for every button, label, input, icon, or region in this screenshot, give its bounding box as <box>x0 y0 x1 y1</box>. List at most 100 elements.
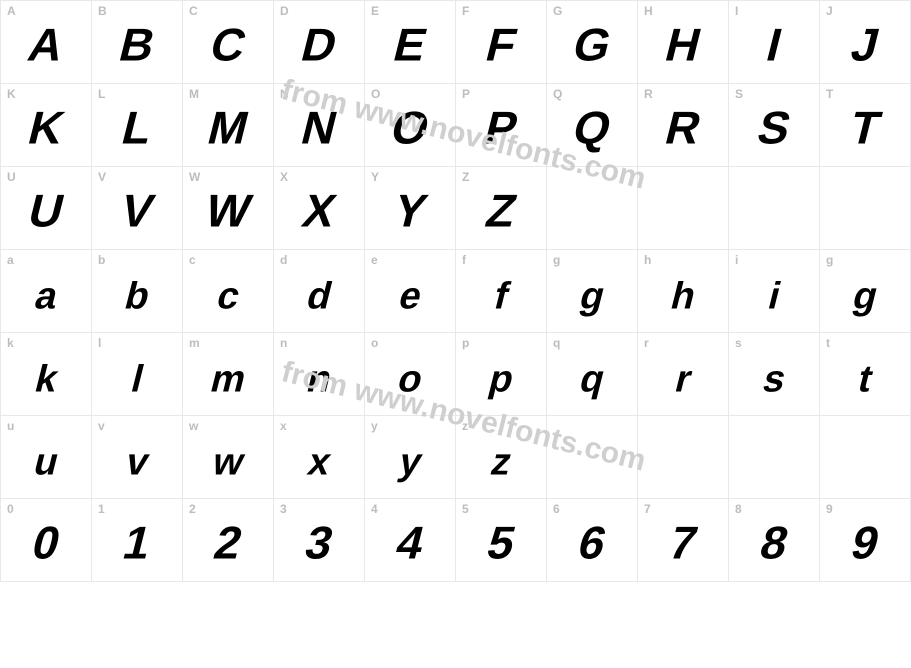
glyph-cell: rr <box>638 333 729 416</box>
cell-glyph: r <box>671 361 694 399</box>
cell-glyph: 1 <box>119 519 155 565</box>
cell-glyph: I <box>762 21 785 67</box>
glyph-cell: GG <box>547 1 638 84</box>
cell-glyph: s <box>759 361 789 399</box>
cell-glyph: x <box>304 444 334 482</box>
glyph-cell: HH <box>638 1 729 84</box>
glyph-cell: bb <box>92 250 183 333</box>
glyph-cell: DD <box>274 1 365 84</box>
cell-glyph: 7 <box>665 519 701 565</box>
cell-label: I <box>735 4 738 18</box>
glyph-cell: gg <box>820 250 911 333</box>
glyph-cell: 33 <box>274 499 365 582</box>
glyph-cell <box>729 416 820 499</box>
cell-glyph: l <box>127 361 146 399</box>
cell-glyph: O <box>387 104 433 150</box>
cell-glyph: b <box>121 278 153 316</box>
glyph-cell: uu <box>1 416 92 499</box>
cell-label: A <box>7 4 16 18</box>
cell-label: S <box>735 87 743 101</box>
glyph-cell: 66 <box>547 499 638 582</box>
cell-label: V <box>98 170 106 184</box>
cell-glyph: 9 <box>847 519 883 565</box>
glyph-cell: II <box>729 1 820 84</box>
cell-glyph: F <box>482 21 521 67</box>
cell-glyph: 4 <box>392 519 428 565</box>
cell-label: w <box>189 419 198 433</box>
cell-label: k <box>7 336 14 350</box>
glyph-cell: BB <box>92 1 183 84</box>
cell-glyph: k <box>31 361 61 399</box>
glyph-cell: nn <box>274 333 365 416</box>
cell-glyph: N <box>297 104 341 150</box>
cell-label: Y <box>371 170 379 184</box>
cell-label: P <box>462 87 470 101</box>
glyph-cell: PP <box>456 84 547 167</box>
cell-label: H <box>644 4 653 18</box>
glyph-cell: FF <box>456 1 547 84</box>
cell-glyph: B <box>115 21 159 67</box>
cell-glyph: E <box>389 21 430 67</box>
cell-label: r <box>644 336 649 350</box>
glyph-cell <box>547 167 638 250</box>
cell-glyph: u <box>30 444 62 482</box>
cell-glyph: v <box>122 444 152 482</box>
glyph-cell: kk <box>1 333 92 416</box>
cell-glyph: h <box>667 278 699 316</box>
cell-label: 3 <box>280 502 287 516</box>
cell-glyph: m <box>207 361 249 399</box>
cell-glyph: d <box>303 278 335 316</box>
cell-label: 2 <box>189 502 196 516</box>
glyph-cell <box>638 167 729 250</box>
glyph-cell: zz <box>456 416 547 499</box>
glyph-cell: 11 <box>92 499 183 582</box>
cell-glyph: M <box>204 104 253 150</box>
cell-glyph: g <box>576 278 608 316</box>
cell-glyph: W <box>201 187 255 233</box>
glyph-cell: OO <box>365 84 456 167</box>
cell-label: L <box>98 87 105 101</box>
cell-glyph: c <box>213 278 243 316</box>
glyph-cell: YY <box>365 167 456 250</box>
glyph-cell: yy <box>365 416 456 499</box>
cell-glyph: w <box>209 444 247 482</box>
cell-label: a <box>7 253 14 267</box>
cell-glyph: 6 <box>574 519 610 565</box>
cell-glyph: J <box>847 21 883 67</box>
glyph-cell: LL <box>92 84 183 167</box>
cell-label: s <box>735 336 742 350</box>
cell-glyph: Y <box>389 187 430 233</box>
cell-glyph: Z <box>482 187 521 233</box>
cell-label: g <box>826 253 833 267</box>
cell-label: 0 <box>7 502 14 516</box>
cell-glyph: Q <box>569 104 615 150</box>
cell-label: O <box>371 87 380 101</box>
cell-glyph: V <box>116 187 157 233</box>
glyph-cell: 44 <box>365 499 456 582</box>
glyph-cell: ZZ <box>456 167 547 250</box>
glyph-cell: ff <box>456 250 547 333</box>
cell-glyph: D <box>297 21 341 67</box>
cell-label: U <box>7 170 16 184</box>
cell-label: G <box>553 4 562 18</box>
cell-label: 5 <box>462 502 469 516</box>
cell-label: u <box>7 419 14 433</box>
glyph-cell: JJ <box>820 1 911 84</box>
cell-glyph: 0 <box>28 519 64 565</box>
cell-glyph: a <box>31 278 61 316</box>
cell-glyph: 5 <box>483 519 519 565</box>
glyph-cell <box>638 416 729 499</box>
cell-label: n <box>280 336 287 350</box>
cell-glyph: g <box>849 278 881 316</box>
cell-label: 1 <box>98 502 105 516</box>
glyph-cell: TT <box>820 84 911 167</box>
cell-label: i <box>735 253 738 267</box>
cell-glyph: o <box>394 361 426 399</box>
glyph-cell: AA <box>1 1 92 84</box>
cell-label: W <box>189 170 200 184</box>
cell-glyph: T <box>846 104 885 150</box>
cell-label: h <box>644 253 651 267</box>
cell-label: F <box>462 4 469 18</box>
cell-glyph: S <box>753 104 794 150</box>
cell-glyph: K <box>24 104 68 150</box>
